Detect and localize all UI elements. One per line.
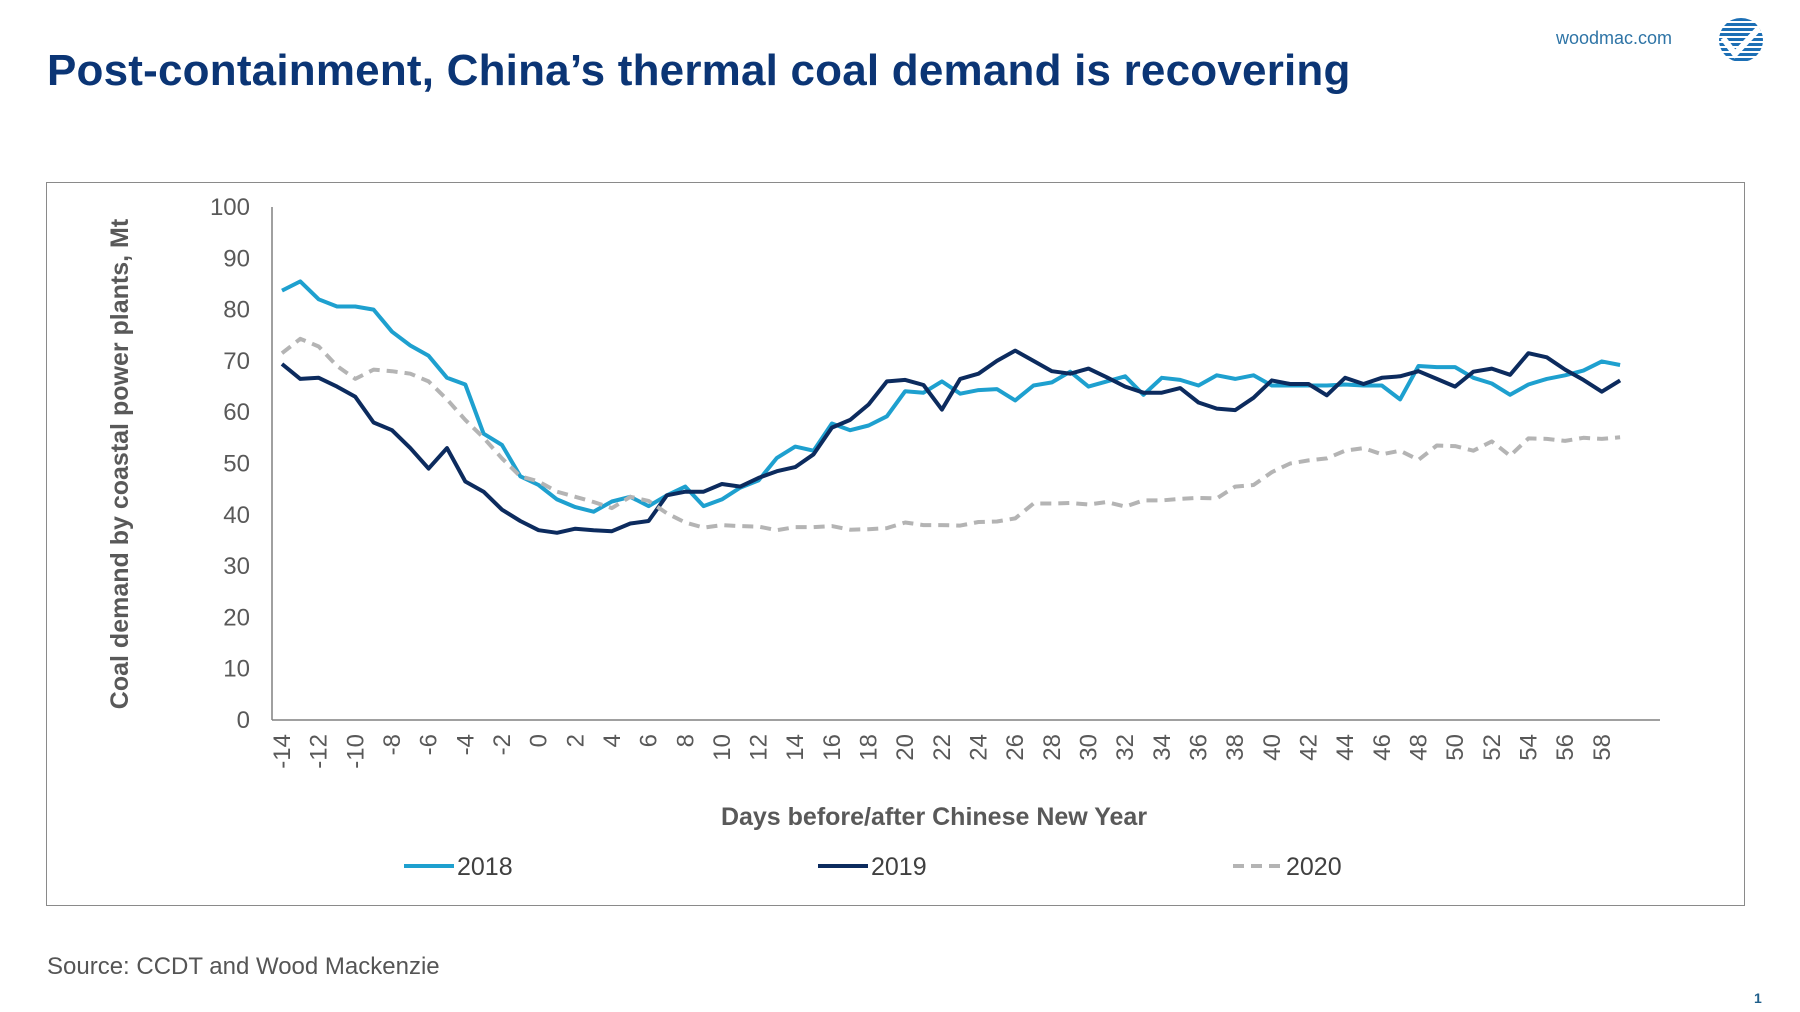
chart-frame bbox=[46, 182, 1745, 906]
x-tick-label: 8 bbox=[672, 734, 699, 747]
page-number: 1 bbox=[1754, 990, 1762, 1006]
x-tick-label: 24 bbox=[966, 734, 993, 761]
x-tick-label: 54 bbox=[1515, 734, 1542, 761]
legend: 2018 2019 2020 bbox=[404, 853, 1342, 881]
x-tick-label: 2 bbox=[562, 734, 589, 747]
y-tick-label: 70 bbox=[223, 348, 250, 375]
x-tick-label: 0 bbox=[526, 734, 553, 747]
x-tick-label: 22 bbox=[929, 734, 956, 761]
series-line-2019 bbox=[280, 348, 1622, 535]
source-note: Source: CCDT and Wood Mackenzie bbox=[47, 953, 440, 980]
x-tick-label: 56 bbox=[1552, 734, 1579, 761]
legend-label-2018: 2018 bbox=[457, 853, 513, 881]
y-tick-label: 30 bbox=[223, 553, 250, 580]
x-tick-label: 6 bbox=[636, 734, 663, 747]
y-tick-label: 100 bbox=[210, 194, 250, 221]
x-tick-label: -6 bbox=[416, 734, 443, 755]
x-tick-label: 38 bbox=[1222, 734, 1249, 761]
x-tick-label: 20 bbox=[892, 734, 919, 761]
x-tick-label: -4 bbox=[452, 734, 479, 755]
y-tick-label: 50 bbox=[223, 451, 250, 478]
page-title: Post-containment, China’s thermal coal d… bbox=[47, 46, 1351, 95]
series-line-2020 bbox=[280, 336, 1621, 533]
website-link[interactable]: woodmac.com bbox=[1556, 28, 1673, 48]
y-tick-label: 20 bbox=[223, 604, 250, 631]
x-tick-label: 4 bbox=[599, 734, 626, 747]
x-tick-label: 50 bbox=[1442, 734, 1469, 761]
legend-label-2020: 2020 bbox=[1286, 853, 1342, 881]
y-tick-label: 40 bbox=[223, 502, 250, 529]
x-tick-label: -12 bbox=[306, 734, 333, 769]
x-tick-label: 18 bbox=[856, 734, 883, 761]
x-tick-label: 46 bbox=[1369, 734, 1396, 761]
x-tick-label: 16 bbox=[819, 734, 846, 761]
y-tick-label: 80 bbox=[223, 297, 250, 324]
y-tick-label: 60 bbox=[223, 399, 250, 426]
x-tick-label: 10 bbox=[709, 734, 736, 761]
x-tick-label: 36 bbox=[1186, 734, 1213, 761]
x-tick-label: 14 bbox=[782, 734, 809, 761]
x-tick-label: 42 bbox=[1295, 734, 1322, 761]
woodmac-logo-icon bbox=[1719, 18, 1763, 62]
y-tick-label: 90 bbox=[223, 245, 250, 272]
y-axis-title-group: Coal demand by coastal power plants, Mt bbox=[106, 218, 134, 709]
x-tick-label: 48 bbox=[1405, 734, 1432, 761]
x-tick-label: 28 bbox=[1039, 734, 1066, 761]
y-tick-label: 10 bbox=[223, 656, 250, 683]
x-tick-label: -8 bbox=[379, 734, 406, 755]
x-tick-label: -14 bbox=[269, 734, 296, 769]
x-tick-label: 26 bbox=[1002, 734, 1029, 761]
x-axis-ticks: -14 -12 -10 -8 -6 -4 -2 0 2 4 6 8 10 12 14 16 18 20 22 24 26… bbox=[269, 734, 1616, 769]
y-axis-title: Coal demand by coastal power plants, Mt bbox=[106, 218, 134, 709]
x-tick-label: 44 bbox=[1332, 734, 1359, 761]
x-tick-label: 52 bbox=[1479, 734, 1506, 761]
x-tick-label: 34 bbox=[1149, 734, 1176, 761]
y-axis-ticks: 0 10 20 30 40 50 60 70 80 90 100 bbox=[210, 194, 250, 734]
x-tick-label: 40 bbox=[1259, 734, 1286, 761]
x-tick-label: 32 bbox=[1112, 734, 1139, 761]
y-tick-label: 0 bbox=[237, 707, 250, 734]
legend-label-2019: 2019 bbox=[871, 853, 927, 881]
x-tick-label: 58 bbox=[1589, 734, 1616, 761]
series-line-2018 bbox=[281, 279, 1621, 514]
series-lines bbox=[280, 279, 1622, 535]
x-tick-label: 12 bbox=[746, 734, 773, 761]
x-tick-label: -10 bbox=[342, 734, 369, 769]
x-tick-label: 30 bbox=[1076, 734, 1103, 761]
x-tick-label: -2 bbox=[489, 734, 516, 755]
x-axis-title: Days before/after Chinese New Year bbox=[721, 803, 1147, 831]
